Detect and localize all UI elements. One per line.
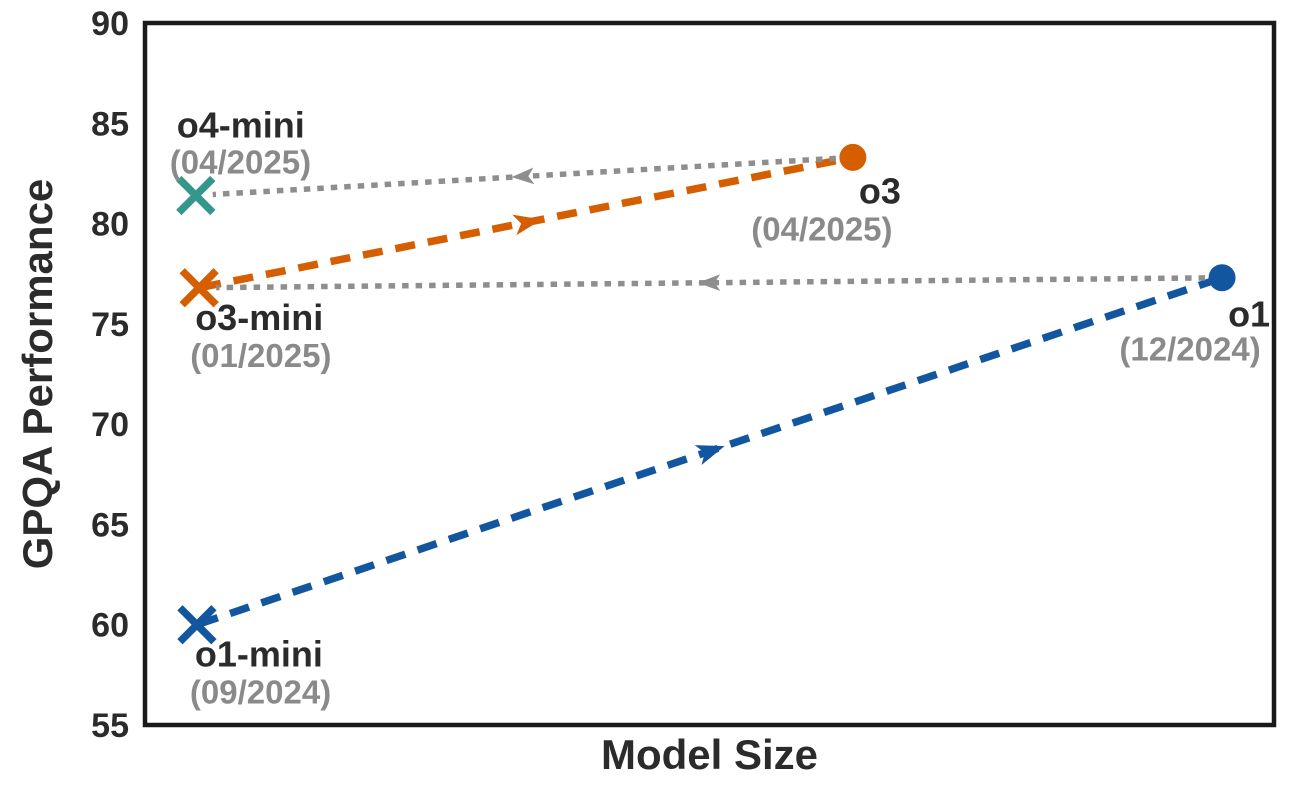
plot-border: [142, 20, 1277, 728]
o4-mini-marker-x: [176, 175, 216, 216]
y-tick-label: 85: [91, 105, 129, 143]
arrowhead-o1-mini-to-o1: [694, 445, 725, 466]
connector-o1-to-o3-mini: [216, 275, 1206, 291]
y-axis-title: GPQA Performance: [14, 179, 61, 570]
o3-marker-circle: [839, 143, 867, 171]
o1-mini-date-label: (09/2024): [190, 674, 331, 711]
y-tick-label: 60: [91, 607, 129, 645]
y-tick-label: 90: [91, 5, 129, 43]
x-axis-title: Model Size: [601, 731, 818, 778]
y-tick-label: 65: [91, 506, 129, 544]
y-tick-label: 70: [91, 406, 129, 444]
y-tick-label: 55: [91, 707, 129, 745]
y-tick-label: 80: [91, 206, 129, 244]
o4-mini-name-label: o4-mini: [177, 104, 305, 145]
y-tick-label: 75: [91, 306, 129, 344]
o3-date-label: (04/2025): [751, 210, 892, 247]
arrowhead-o3-to-o4-mini: [511, 167, 535, 185]
o4-mini-date-label: (04/2025): [170, 143, 311, 180]
o3-mini-marker-x: [179, 268, 219, 308]
o1-mini-name-label: o1-mini: [195, 634, 323, 675]
o1-mini-marker-x: [177, 605, 217, 645]
o3-mini-name-label: o3-mini: [195, 297, 323, 338]
arrowhead-o1-to-o3-mini: [697, 274, 721, 292]
o1-date-label: (12/2024): [1119, 331, 1260, 368]
o3-mini-date-label: (01/2025): [190, 337, 331, 374]
o1-name-label: o1: [1228, 294, 1270, 335]
arrowhead-o3-mini-to-o3: [512, 214, 542, 236]
o1-marker-circle: [1208, 264, 1236, 292]
o3-name-label: o3: [859, 170, 901, 211]
